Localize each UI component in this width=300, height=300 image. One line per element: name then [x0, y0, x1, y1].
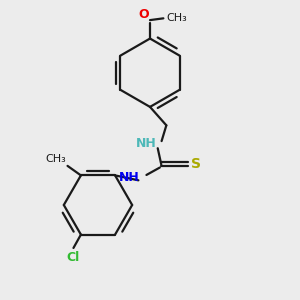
Text: CH₃: CH₃ — [45, 154, 66, 164]
Text: NH: NH — [136, 137, 157, 150]
Text: NH: NH — [118, 171, 139, 184]
Text: S: S — [191, 157, 201, 171]
Text: Cl: Cl — [67, 251, 80, 264]
Text: CH₃: CH₃ — [166, 13, 187, 23]
Text: O: O — [138, 8, 148, 21]
